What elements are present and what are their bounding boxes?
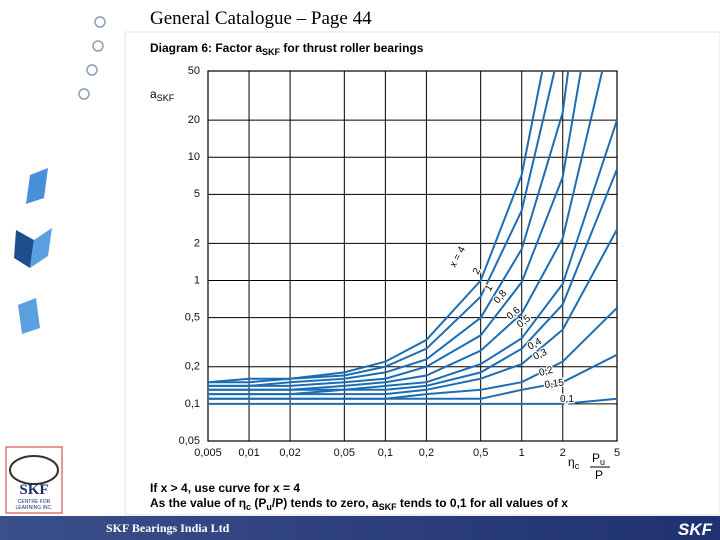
footer-brand: SKF xyxy=(678,520,713,539)
y-tick-label: 0,1 xyxy=(185,398,200,410)
y-tick-label: 2 xyxy=(194,237,200,249)
note-part: As the value of η xyxy=(150,496,246,510)
logo-text: CENTRE FOR xyxy=(18,499,51,505)
note-part: tends to 0,1 for all values of x xyxy=(397,496,569,510)
x-tick-label: 2 xyxy=(560,447,566,459)
y-label-sub: SKF xyxy=(157,93,175,103)
y-tick-label: 5 xyxy=(194,188,200,200)
curve xyxy=(208,228,617,396)
note-sub: SKF xyxy=(379,502,398,512)
curve xyxy=(208,397,617,405)
x-label-symbol: η xyxy=(568,455,575,469)
curve-label: 0,2 xyxy=(538,365,555,379)
curve xyxy=(208,119,617,391)
x-label-numerator-sub: u xyxy=(600,457,605,467)
footer-company: SKF Bearings India Ltd xyxy=(106,521,230,535)
curve xyxy=(208,71,582,387)
svg-text:ηc: ηc xyxy=(568,455,580,471)
curves xyxy=(208,71,617,405)
note-part: /P) tends to zero, a xyxy=(272,496,379,510)
x-tick-label: 0,2 xyxy=(419,447,434,459)
x-label-sub: c xyxy=(575,461,580,471)
x-label-numerator: P xyxy=(592,451,600,465)
logo-brand: SKF xyxy=(19,482,48,498)
curve xyxy=(208,353,617,400)
note-part: (P xyxy=(251,496,266,510)
logo-text: LEARNING INC. xyxy=(16,505,53,511)
x-tick-label: 0,01 xyxy=(238,447,259,459)
y-tick-label: 10 xyxy=(188,151,200,163)
decoration xyxy=(26,168,48,204)
svg-text:Pu: Pu xyxy=(592,451,605,467)
y-tick-label: 0,5 xyxy=(185,312,200,324)
note: As the value of ηc (Pu/P) tends to zero,… xyxy=(150,496,568,512)
curve xyxy=(208,71,544,384)
y-label-part: a xyxy=(150,87,157,101)
x-tick-label: 0,02 xyxy=(279,447,300,459)
decoration xyxy=(30,228,52,268)
x-tick-label: 0,5 xyxy=(473,447,488,459)
curve xyxy=(208,71,570,387)
plot: 0,005 0,01 0,02 0,05 0,1 0,2 0,5 1 2 50,050,10,20… xyxy=(179,65,620,459)
curve-label: 0,1 xyxy=(560,394,574,405)
logo: SKF CENTRE FOR LEARNING INC. xyxy=(5,446,63,514)
title-part: Diagram 6: Factor a xyxy=(150,41,262,55)
x-axis-label: ηc Pu P xyxy=(568,451,610,482)
y-tick-label: 1 xyxy=(194,274,200,286)
decoration xyxy=(78,16,106,100)
decoration xyxy=(18,298,40,334)
y-tick-label: 0,2 xyxy=(185,361,200,373)
note: If x > 4, use curve for x = 4 xyxy=(150,481,300,495)
chart-title: Diagram 6: Factor aSKF for thrust roller… xyxy=(150,41,424,57)
slide-title: General Catalogue – Page 44 xyxy=(150,8,372,29)
x-tick-label: 0,005 xyxy=(194,447,222,459)
x-tick-label: 5 xyxy=(614,447,620,459)
curve xyxy=(208,71,556,384)
x-tick-label: 1 xyxy=(519,447,525,459)
y-tick-label: 20 xyxy=(188,114,200,126)
decoration xyxy=(14,230,34,268)
x-label-denominator: P xyxy=(595,468,603,482)
footer-bar xyxy=(0,516,720,540)
x-tick-label: 0,1 xyxy=(378,447,393,459)
note-sub: u xyxy=(266,502,272,512)
title-sub: SKF xyxy=(262,47,281,57)
y-axis-label: aSKF xyxy=(150,87,175,103)
curve-label: 0,15 xyxy=(544,377,565,391)
x-tick-label: 0,05 xyxy=(334,447,355,459)
title-part: for thrust roller bearings xyxy=(280,41,424,55)
y-tick-label: 0,05 xyxy=(179,435,200,447)
y-tick-label: 50 xyxy=(188,65,200,77)
note-sub: c xyxy=(246,502,251,512)
